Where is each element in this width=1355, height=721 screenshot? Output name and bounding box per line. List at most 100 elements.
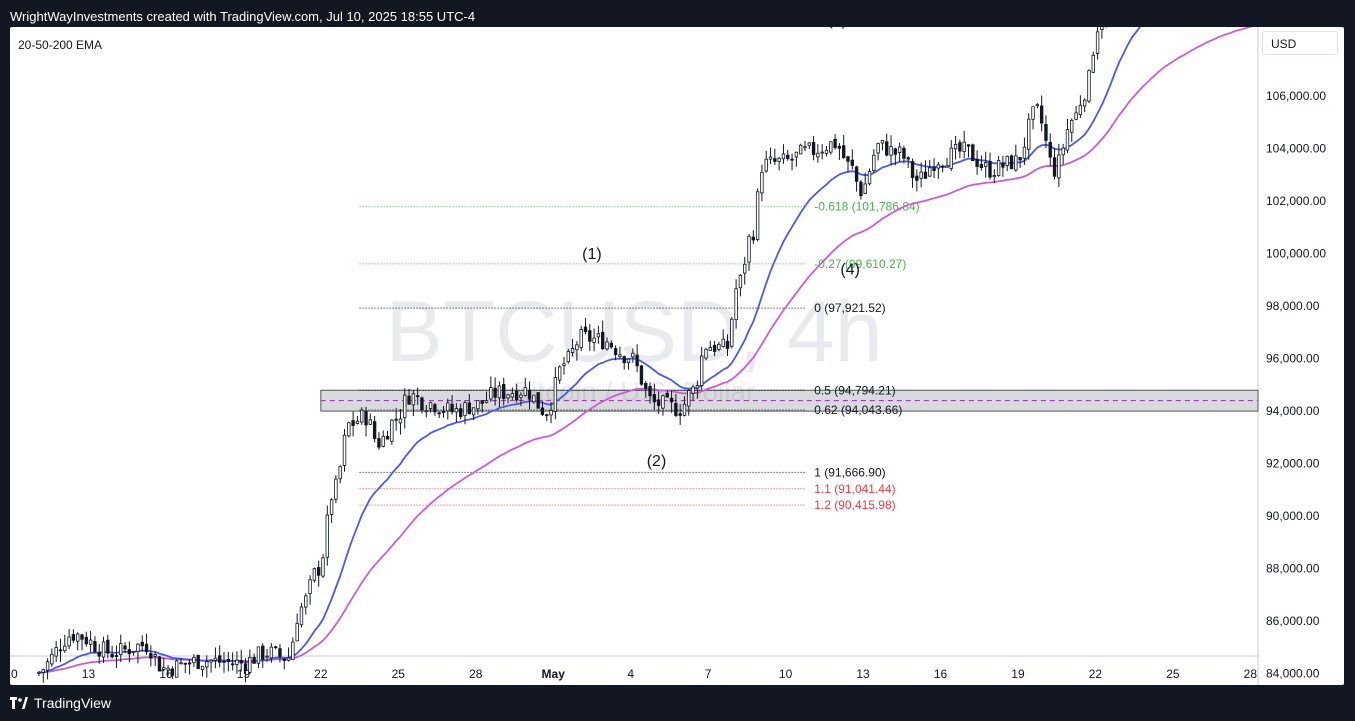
symbol-watermark: BTCUSD, 4h Bitcoin / U.S. Dollar — [385, 284, 882, 407]
candle-body — [1082, 99, 1087, 107]
candle-body — [450, 403, 454, 413]
candle-body — [575, 344, 579, 351]
candle — [566, 348, 570, 364]
candle-body — [721, 338, 725, 347]
candle — [192, 654, 196, 667]
candle-body — [897, 146, 902, 153]
candle-body — [54, 647, 58, 657]
candle-body — [949, 147, 953, 169]
attribution-text: WrightWayInvestments created with Tradin… — [10, 9, 476, 24]
wave-label: (2) — [647, 453, 667, 470]
candle — [54, 640, 58, 662]
fib-level-label: 0.62 (94,043.66) — [814, 403, 902, 417]
candle — [579, 325, 583, 352]
candle — [420, 396, 424, 414]
candle — [691, 384, 695, 401]
candle-body — [295, 623, 299, 642]
candle-body — [811, 141, 816, 155]
candle — [562, 356, 566, 375]
footer-brand-text: TradingView — [34, 695, 112, 711]
candle-body — [768, 156, 773, 160]
candle — [261, 643, 265, 668]
candle-body — [532, 394, 536, 403]
candle-body — [966, 144, 971, 147]
fib-level-label: 1 (91,666.90) — [814, 465, 885, 479]
candle — [897, 142, 902, 162]
candle — [489, 376, 493, 402]
chart-panel[interactable]: BTCUSD, 4h Bitcoin / U.S. Dollar 106,000… — [10, 27, 1344, 685]
candle — [93, 636, 97, 653]
candle-body — [846, 156, 850, 162]
currency-selector[interactable]: USD — [1262, 31, 1338, 55]
candle-body — [915, 175, 919, 181]
candle-body — [751, 236, 756, 241]
candle-body — [1065, 129, 1070, 151]
x-tick-label: 28 — [469, 667, 483, 681]
candle — [1052, 148, 1057, 180]
candle — [347, 421, 351, 438]
candle-body — [699, 355, 704, 386]
candle-body — [407, 395, 411, 405]
candle-body — [794, 151, 799, 158]
candle-body — [286, 657, 291, 661]
candle — [1005, 155, 1009, 172]
candle — [149, 645, 153, 667]
candle-body — [872, 154, 876, 171]
candle-body — [984, 162, 988, 167]
candle — [751, 230, 756, 245]
candle — [532, 394, 536, 404]
candle — [790, 153, 794, 171]
candle-body — [1100, 27, 1104, 30]
candle — [433, 402, 437, 416]
candle — [876, 142, 880, 161]
candle — [984, 151, 988, 178]
candle-body — [136, 643, 140, 653]
candle-body — [988, 160, 992, 178]
candle-body — [1035, 104, 1040, 107]
candle-body — [489, 387, 493, 400]
candle-body — [273, 646, 278, 649]
candle-body — [1039, 105, 1044, 124]
candle-body — [37, 672, 41, 674]
candle — [514, 383, 519, 403]
candle — [656, 391, 661, 414]
watermark-symbol: BTCUSD, 4h — [385, 284, 882, 380]
candle — [502, 377, 506, 406]
candle — [110, 645, 114, 659]
candle — [545, 413, 549, 422]
candle-body — [1070, 119, 1074, 133]
candle — [119, 634, 123, 663]
price-chart[interactable]: BTCUSD, 4h Bitcoin / U.S. Dollar 106,000… — [10, 27, 1344, 685]
candle-body — [110, 654, 114, 658]
candle-body — [549, 409, 553, 416]
x-tick-label: 16 — [159, 667, 173, 681]
candle — [958, 139, 962, 159]
candle — [394, 407, 398, 431]
candle — [97, 644, 101, 664]
y-tick-label: 96,000.00 — [1266, 352, 1320, 366]
candle-body — [213, 657, 218, 661]
candle-body — [243, 663, 248, 671]
candle-body — [687, 390, 691, 407]
candle-body — [540, 407, 545, 415]
indicator-label[interactable]: 20-50-200 EMA — [18, 38, 103, 52]
candle-body — [695, 385, 700, 389]
candle — [493, 377, 497, 406]
candle-body — [1018, 156, 1022, 161]
candle-body — [682, 403, 687, 416]
candle — [699, 347, 704, 390]
candle — [928, 159, 932, 178]
candle — [768, 147, 773, 165]
candle — [708, 340, 712, 351]
candle-body — [557, 366, 562, 381]
candle — [631, 348, 635, 363]
x-tick-label: 10 — [779, 667, 793, 681]
candle — [781, 144, 786, 164]
candle — [265, 649, 269, 662]
candle — [971, 143, 975, 162]
candle — [446, 398, 450, 420]
candle — [437, 411, 441, 419]
candle-body — [174, 660, 179, 678]
candle-body — [428, 402, 433, 409]
y-tick-label: 94,000.00 — [1266, 404, 1320, 418]
